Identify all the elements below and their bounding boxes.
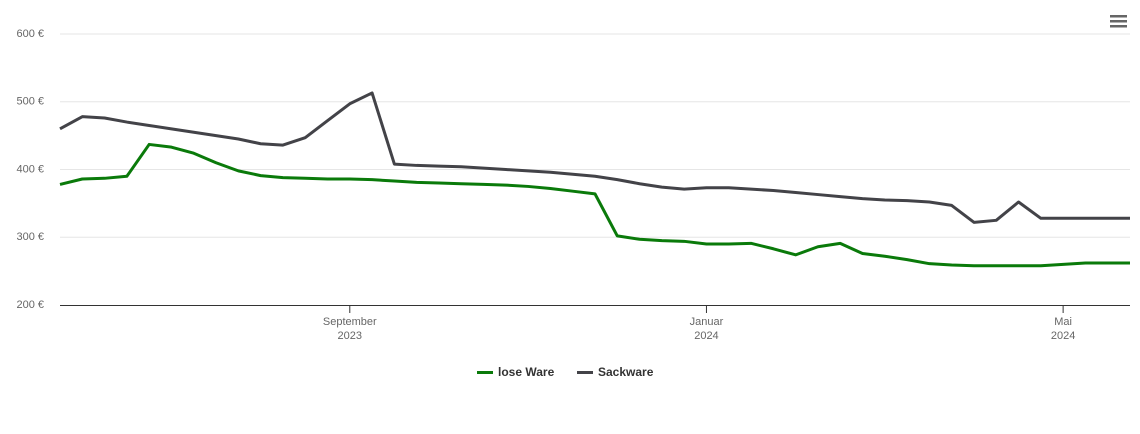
y-tick-label: 200 € <box>16 299 44 311</box>
menu-bar <box>1110 25 1127 28</box>
legend-label: Sackware <box>598 365 654 379</box>
y-tick-label: 500 € <box>16 96 44 108</box>
menu-bar <box>1110 20 1127 23</box>
menu-icon[interactable] <box>1110 15 1127 28</box>
legend-swatch <box>477 370 493 374</box>
y-tick-label: 400 € <box>16 163 44 175</box>
x-tick-label: September 2023 <box>322 316 377 342</box>
legend-item[interactable]: lose Ware <box>477 365 554 379</box>
series-line <box>59 91 1130 224</box>
series-line <box>59 142 1130 268</box>
y-tick-label: 300 € <box>16 231 44 243</box>
legend-item[interactable]: Sackware <box>577 365 653 379</box>
x-tick-label: Januar 2024 <box>689 316 724 342</box>
legend-swatch <box>577 370 593 374</box>
menu-bar <box>1110 15 1127 18</box>
x-tick-label: Mai 2024 <box>1050 316 1076 342</box>
y-tick-label: 600 € <box>16 28 44 40</box>
legend-label: lose Ware <box>498 365 555 379</box>
